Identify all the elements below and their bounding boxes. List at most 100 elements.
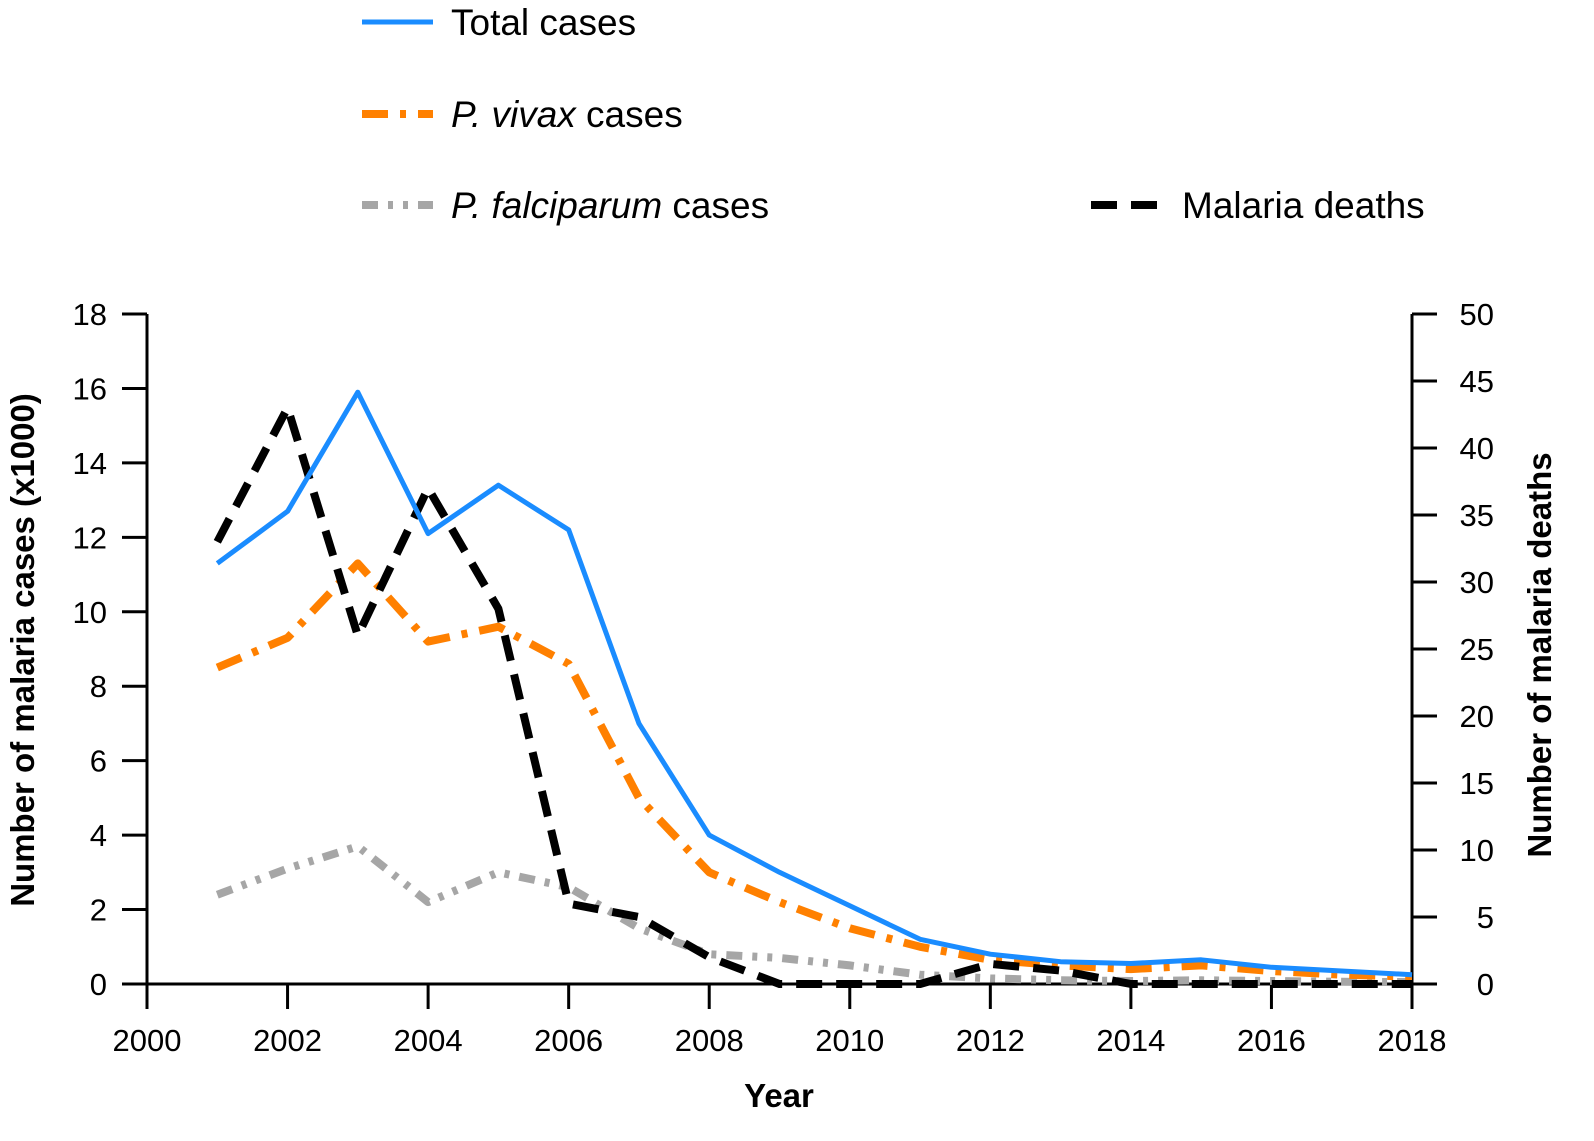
data-point: [428, 488, 429, 489]
data-point: [568, 529, 569, 530]
y2-tick-label: 5: [1477, 900, 1494, 935]
y-tick-label: 14: [73, 446, 107, 481]
y2-tick-label: 30: [1460, 565, 1494, 600]
data-point: [779, 902, 780, 903]
y-tick-label: 6: [90, 744, 107, 779]
data-point: [779, 872, 780, 873]
data-point: [1060, 965, 1061, 966]
data-point: [287, 511, 288, 512]
data-point: [638, 928, 639, 929]
y2-tick-label: 25: [1460, 632, 1494, 667]
data-point: [498, 608, 499, 609]
x-axis-title: Year: [744, 1077, 814, 1114]
data-point: [920, 974, 921, 975]
data-point: [1130, 984, 1131, 985]
y-tick-label: 0: [90, 967, 107, 1002]
x-tick-label: 2018: [1378, 1023, 1447, 1058]
data-point: [1412, 984, 1413, 985]
legend: Total cases P. vivax cases P. falciparum c…: [362, 2, 1425, 226]
data-point: [990, 978, 991, 979]
data-point: [217, 563, 218, 564]
data-point: [1201, 959, 1202, 960]
data-point: [849, 905, 850, 906]
data-point: [1341, 984, 1342, 985]
data-point: [428, 533, 429, 534]
y2-tick-label: 20: [1460, 699, 1494, 734]
data-point: [568, 663, 569, 664]
data-point: [357, 846, 358, 847]
legend-item: P. falciparum cases: [362, 185, 769, 226]
data-point: [217, 894, 218, 895]
data-point: [287, 407, 288, 408]
data-point: [357, 635, 358, 636]
data-point: [1060, 961, 1061, 962]
legend-item: P. vivax cases: [362, 94, 683, 135]
series-line-malaria-deaths: [213, 403, 1412, 988]
y-axis-title: Number of malaria cases (x1000): [4, 393, 41, 907]
data-point: [709, 872, 710, 873]
data-point: [1130, 963, 1131, 964]
y2-tick-label: 10: [1460, 833, 1494, 868]
data-point: [709, 957, 710, 958]
legend-item: Malaria deaths: [1091, 185, 1425, 226]
y-tick-label: 8: [90, 669, 107, 704]
y-tick-label: 4: [90, 818, 107, 853]
y-tick-label: 2: [90, 893, 107, 928]
data-point: [287, 637, 288, 638]
x-tick-label: 2002: [253, 1023, 322, 1058]
data-point: [638, 797, 639, 798]
data-point: [1341, 974, 1342, 975]
data-point: [498, 872, 499, 873]
y-tick-label: 12: [73, 520, 107, 555]
data-point: [1130, 969, 1131, 970]
x-tick-label: 2014: [1096, 1023, 1165, 1058]
data-point: [1412, 974, 1413, 975]
data-point: [428, 902, 429, 903]
axes-layer: 0 2 4 6 8 10 12 14 16 18 0 5 10 15 20 25 30 35 40 45 50 2000 2…: [73, 297, 1494, 1058]
data-point: [1341, 970, 1342, 971]
data-point: [849, 965, 850, 966]
axis-titles: Year Number of malaria cases (x1000) Num…: [4, 393, 1558, 1114]
y2-axis-title: Number of malaria deaths: [1521, 452, 1558, 857]
data-point: [990, 954, 991, 955]
data-point: [990, 963, 991, 964]
data-point: [357, 563, 358, 564]
x-tick-label: 2006: [534, 1023, 603, 1058]
legend-label: Malaria deaths: [1182, 185, 1425, 226]
series-line-total-cases: [215, 389, 1413, 978]
y-tick-label: 18: [73, 297, 107, 332]
y2-tick-label: 50: [1460, 297, 1494, 332]
data-point: [920, 984, 921, 985]
data-point: [638, 723, 639, 724]
data-point: [568, 903, 569, 904]
x-tick-label: 2008: [675, 1023, 744, 1058]
x-tick-label: 2016: [1237, 1023, 1306, 1058]
data-point: [498, 485, 499, 486]
data-point: [1060, 970, 1061, 971]
data-point: [1060, 980, 1061, 981]
legend-label: P. vivax cases: [451, 94, 683, 135]
data-point: [638, 917, 639, 918]
data-point: [357, 392, 358, 393]
data-point: [920, 939, 921, 940]
data-point: [1271, 970, 1272, 971]
legend-label: P. falciparum cases: [451, 185, 769, 226]
data-point: [709, 954, 710, 955]
data-point: [849, 928, 850, 929]
data-point: [1201, 965, 1202, 966]
data-point: [1271, 984, 1272, 985]
data-point: [920, 946, 921, 947]
x-tick-label: 2010: [815, 1023, 884, 1058]
data-point: [217, 667, 218, 668]
data-point: [779, 957, 780, 958]
data-point: [498, 626, 499, 627]
data-point: [709, 835, 710, 836]
data-point: [217, 541, 218, 542]
x-tick-label: 2000: [113, 1023, 182, 1058]
series-layer: [213, 389, 1413, 988]
x-tick-label: 2012: [956, 1023, 1025, 1058]
y2-tick-label: 40: [1460, 431, 1494, 466]
data-point: [779, 984, 780, 985]
y2-tick-label: 35: [1460, 498, 1494, 533]
